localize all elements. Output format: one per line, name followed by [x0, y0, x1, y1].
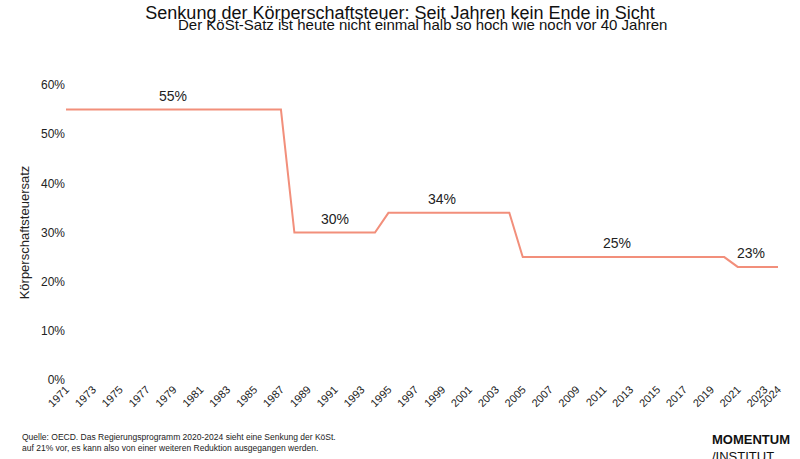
svg-text:1979: 1979: [153, 383, 179, 409]
svg-text:1993: 1993: [341, 383, 367, 409]
svg-text:Körperschaftsteuersatz: Körperschaftsteuersatz: [17, 166, 32, 300]
svg-text:1977: 1977: [126, 383, 152, 409]
svg-text:23%: 23%: [737, 245, 765, 261]
svg-text:2009: 2009: [556, 383, 582, 409]
svg-text:Der KöSt-Satz ist heute nicht: Der KöSt-Satz ist heute nicht einmal hal…: [178, 16, 667, 33]
svg-text:30%: 30%: [41, 226, 65, 240]
svg-text:1995: 1995: [368, 383, 394, 409]
svg-text:1983: 1983: [207, 383, 233, 409]
svg-text:2021: 2021: [717, 383, 743, 409]
svg-text:1997: 1997: [395, 383, 421, 409]
svg-text:Quelle: OECD. Das Regierungspr: Quelle: OECD. Das Regierungsprogramm 202…: [22, 432, 336, 453]
svg-text:25%: 25%: [603, 235, 631, 251]
svg-text:1991: 1991: [314, 383, 340, 409]
svg-text:2001: 2001: [449, 383, 475, 409]
svg-text:2011: 2011: [583, 383, 608, 408]
svg-text:50%: 50%: [41, 127, 65, 141]
svg-text:1985: 1985: [234, 383, 260, 409]
svg-text:34%: 34%: [428, 191, 456, 207]
svg-text:1981: 1981: [180, 383, 206, 409]
svg-text:2019: 2019: [690, 383, 716, 409]
svg-text:10%: 10%: [41, 324, 65, 338]
svg-text:MOMENTUM/INSTITUT: MOMENTUM/INSTITUT: [712, 432, 790, 459]
svg-text:1987: 1987: [260, 383, 286, 409]
svg-text:2013: 2013: [610, 383, 636, 409]
svg-text:2007: 2007: [529, 383, 555, 409]
svg-text:1975: 1975: [99, 383, 125, 409]
svg-text:2024: 2024: [758, 383, 784, 409]
svg-text:1999: 1999: [422, 383, 448, 409]
svg-text:30%: 30%: [321, 211, 349, 227]
svg-text:2023: 2023: [744, 383, 770, 409]
svg-text:0%: 0%: [48, 373, 66, 387]
svg-text:2003: 2003: [475, 383, 501, 409]
svg-text:55%: 55%: [159, 88, 187, 104]
svg-text:1973: 1973: [72, 383, 98, 409]
svg-text:2015: 2015: [637, 383, 663, 409]
svg-text:1989: 1989: [287, 383, 313, 409]
svg-text:60%: 60%: [41, 78, 65, 92]
svg-text:2005: 2005: [502, 383, 528, 409]
svg-text:2017: 2017: [663, 383, 689, 409]
svg-text:1971: 1971: [46, 383, 72, 409]
svg-text:40%: 40%: [41, 177, 65, 191]
svg-text:Senkung der Körperschaftsteuer: Senkung der Körperschaftsteuer: Seit Jah…: [145, 3, 654, 23]
svg-text:20%: 20%: [41, 275, 65, 289]
